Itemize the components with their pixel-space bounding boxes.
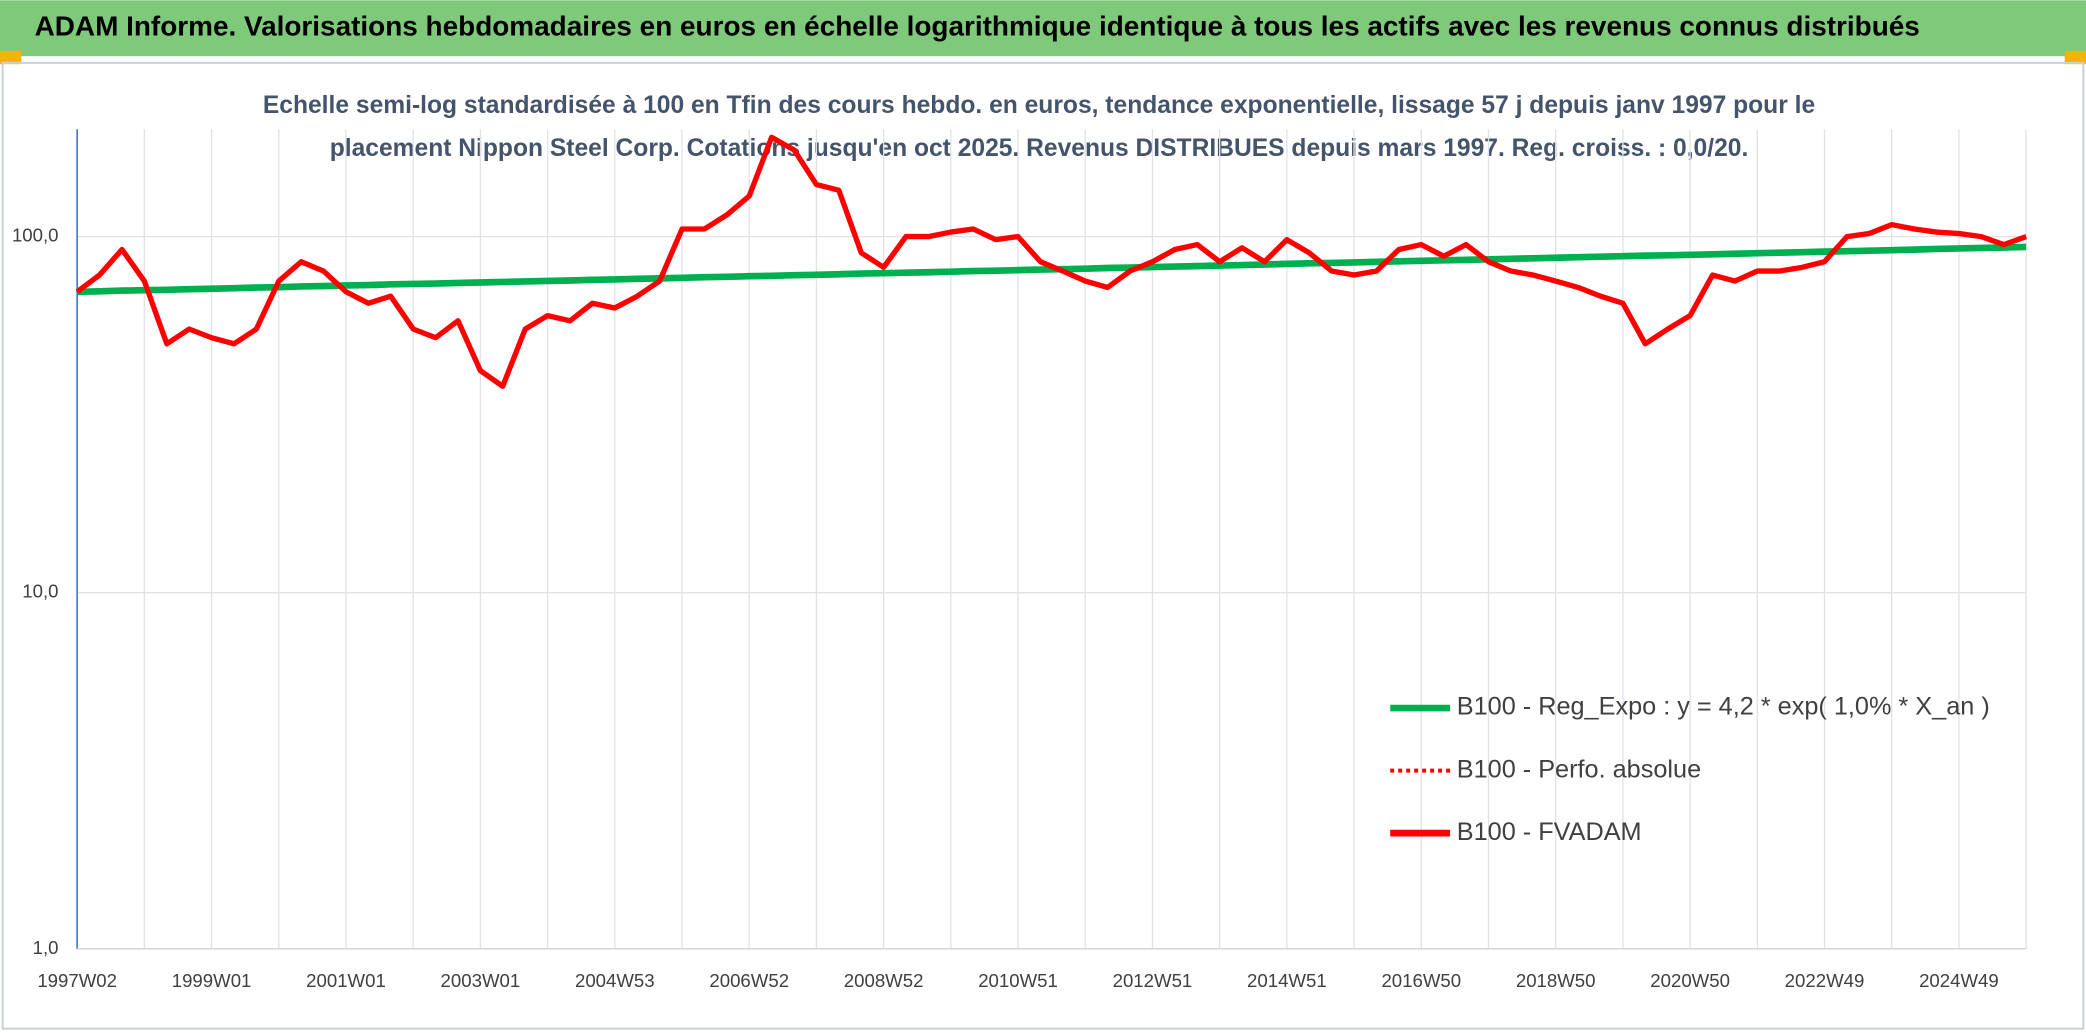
chart-title: Echelle semi-log standardisée à 100 en T… — [263, 92, 1815, 119]
x-tick-label: 2004W53 — [575, 970, 655, 991]
series-line — [75, 134, 2028, 389]
page-title: ADAM Informe. Valorisations hebdomadaire… — [35, 11, 1920, 42]
plot: 1,0 10,0 100,0 1997W02 1999W01 2001W01 2003W01… — [12, 129, 2028, 991]
header-band — [0, 0, 2086, 57]
y-tick-label: 10,0 — [22, 581, 58, 602]
x-tick-label: 2003W01 — [441, 970, 521, 991]
x-tick-label: 2018W50 — [1516, 970, 1596, 991]
y-tick-label: 1,0 — [33, 937, 59, 958]
x-tick-label: 2024W49 — [1919, 970, 1999, 991]
panel — [1, 61, 2085, 1030]
x-tick-label: 2001W01 — [306, 970, 386, 991]
legend-label: B100 - FVADAM — [1457, 818, 1642, 846]
legend-label: B100 - Reg_Expo : y = 4,2 * exp( 1,0% * … — [1457, 693, 1990, 721]
x-tick-label: 2022W49 — [1785, 970, 1865, 991]
corner — [0, 50, 22, 65]
x-tick-label: 2016W50 — [1381, 970, 1461, 991]
x-tick-label: 2006W52 — [709, 970, 789, 991]
x-tick-label: 2010W51 — [978, 970, 1058, 991]
corner — [2064, 50, 2086, 65]
x-tick-label: 2008W52 — [844, 970, 924, 991]
x-tick-label: 2020W50 — [1650, 970, 1730, 991]
x-tick-label: 2014W51 — [1247, 970, 1327, 991]
x-tick-label: 1997W02 — [37, 970, 117, 991]
legend-label: B100 - Perfo. absolue — [1457, 755, 1701, 783]
chart-title: placement Nippon Steel Corp. Cotations j… — [330, 135, 1749, 162]
y-tick-label: 100,0 — [12, 224, 59, 245]
x-tick-label: 2012W51 — [1113, 970, 1193, 991]
series-line — [77, 243, 2027, 296]
x-tick-label: 1999W01 — [172, 970, 252, 991]
